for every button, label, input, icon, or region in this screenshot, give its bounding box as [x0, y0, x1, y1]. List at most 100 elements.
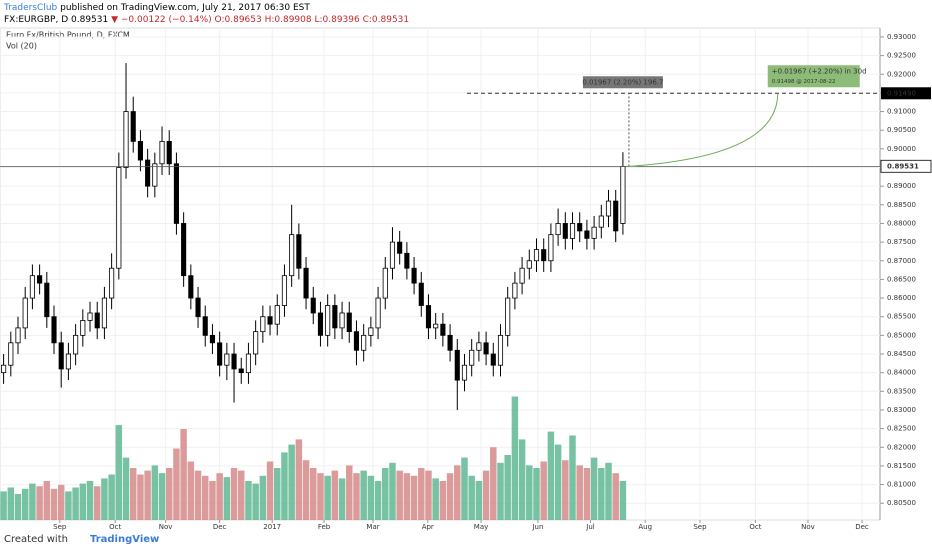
candle-body	[447, 334, 453, 351]
volume-bar	[439, 481, 447, 520]
volume-bar	[598, 468, 605, 520]
candle-body	[274, 305, 280, 325]
candle-body	[296, 234, 302, 269]
volume-bar	[144, 470, 151, 520]
x-tick-label: Oct	[749, 523, 761, 531]
y-tick-label: 0.80500	[887, 499, 916, 507]
volume-bar	[475, 481, 483, 520]
projection-arc	[628, 93, 779, 167]
measure-box	[582, 76, 663, 89]
volume-bar	[7, 487, 15, 520]
volume-bar	[324, 475, 331, 520]
volume-bar	[446, 473, 454, 520]
volume-bar	[497, 462, 504, 520]
chart: Euro Fx/British Pound, D, FXCM Vol (20) …	[0, 27, 932, 531]
y-tick-label: 0.87000	[887, 257, 916, 265]
volume-bar	[29, 483, 36, 520]
ohlc: O:0.89653 H:0.89908 L:0.89396 C:0.89531	[214, 15, 410, 25]
candle-body	[289, 234, 295, 277]
x-tick-label: May	[474, 523, 488, 531]
target-box	[881, 87, 931, 100]
volume-bar	[288, 444, 295, 520]
candle-body	[469, 349, 475, 366]
volume-bar	[612, 473, 619, 520]
candle-body	[353, 331, 360, 351]
volume-bar	[151, 465, 159, 520]
x-tick-label: Jul	[585, 523, 595, 531]
volume-bar	[158, 473, 166, 520]
x-tick-label: Mar	[366, 523, 379, 531]
volume-bar	[0, 491, 7, 520]
candle-body	[397, 241, 403, 254]
volume-bar	[590, 457, 598, 520]
volume-bar	[382, 468, 389, 520]
candle-body	[58, 342, 64, 370]
candle-body	[87, 312, 93, 321]
x-tick-label: Sep	[53, 523, 67, 531]
candle-body	[245, 353, 252, 374]
volume-bar	[490, 447, 497, 520]
x-tick-label: Jun	[531, 523, 543, 531]
candle-body	[253, 331, 259, 355]
candle-body	[29, 275, 35, 299]
candle-body	[591, 226, 597, 239]
candle-body	[411, 267, 417, 284]
candle-body	[425, 305, 432, 329]
candle-body	[195, 297, 201, 318]
y-tick-label: 0.87500	[887, 238, 916, 246]
volume-bar	[216, 473, 223, 520]
volume-bar	[360, 470, 367, 520]
candle-body	[541, 249, 547, 262]
candle-body	[569, 223, 576, 239]
candle-body	[505, 297, 511, 336]
candle-body	[37, 275, 43, 284]
volume-bar	[295, 439, 303, 520]
volume-bar	[36, 486, 43, 520]
volume-bar	[425, 470, 432, 520]
y-tick-label: 0.92500	[887, 52, 916, 60]
volume-bar	[432, 478, 439, 520]
y-tick-label: 0.86000	[887, 294, 916, 302]
volume-bar	[165, 468, 173, 520]
candle-body	[109, 267, 115, 299]
brand[interactable]: TradingView	[89, 534, 160, 545]
candle-body	[224, 353, 230, 366]
volume-bar	[353, 473, 360, 520]
y-tick-label: 0.81500	[887, 462, 916, 470]
volume-bar	[511, 396, 519, 520]
volume-bar	[468, 475, 475, 520]
measure-label: 0.01967 (2.20%) 196.7	[582, 78, 663, 86]
y-tick-label: 0.86500	[887, 275, 916, 283]
candle-body	[8, 342, 14, 366]
volume-bar	[302, 460, 310, 520]
candle-body	[325, 305, 331, 336]
volume-bar	[374, 481, 382, 520]
volume-bar	[115, 425, 123, 520]
volume-label: Vol (20)	[6, 42, 37, 51]
candle-body	[202, 316, 208, 336]
volume-bar	[252, 483, 259, 520]
candle-body	[281, 275, 288, 306]
created: Created with	[4, 534, 68, 545]
candle-body	[260, 316, 266, 333]
y-tick-label: 0.88500	[887, 201, 916, 209]
volume-bar	[137, 474, 144, 520]
candle-body	[317, 312, 324, 336]
candle-body	[533, 249, 540, 262]
volume-bar	[482, 470, 490, 520]
author[interactable]: TradersClub	[4, 3, 58, 13]
volume-bar	[605, 462, 612, 520]
volume-bar	[562, 460, 569, 520]
candle-body	[80, 320, 86, 336]
candle-body	[209, 334, 215, 344]
last: 0.89531	[71, 15, 109, 25]
volume-bar	[223, 477, 231, 520]
candle-body	[512, 282, 518, 299]
candle-body	[454, 349, 460, 381]
volume-bar	[201, 475, 209, 520]
candle-body	[166, 140, 172, 165]
candle-body	[101, 297, 107, 329]
x-tick-label: 2017	[263, 523, 281, 531]
candle-body	[497, 334, 504, 366]
